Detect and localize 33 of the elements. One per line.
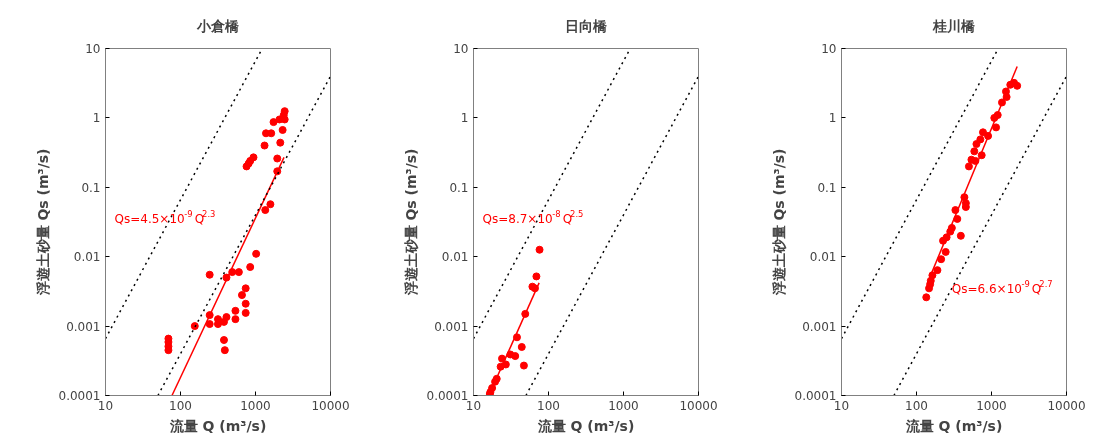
y-tick-label: 10 [821, 42, 837, 56]
y-tick-label: 0.01 [73, 250, 101, 265]
y-tick-label: 1 [460, 111, 469, 126]
y-tick-label: 0.001 [66, 319, 101, 334]
y-tick-label: 0.1 [81, 180, 101, 195]
y-tick-label: 0.01 [809, 250, 837, 265]
x-axis-title: 流量 Q (m³/s) [904, 417, 1003, 434]
y-tick-label: 1 [92, 111, 101, 126]
x-tick-label: 1000 [608, 398, 639, 413]
y-tick-label: 10 [453, 42, 469, 56]
y-axis-title: 浮遊土砂量 Qs (m³/s) [34, 148, 51, 297]
chart-title: 小倉橋 [196, 17, 240, 34]
y-tick-label: 0.1 [817, 180, 837, 195]
y-tick-label: 0.1 [449, 180, 469, 195]
y-tick-label: 0.01 [441, 250, 469, 265]
x-tick-label: 100 [537, 398, 560, 413]
y-tick-label: 1 [828, 111, 837, 126]
chart-title: 日向橋 [565, 17, 608, 34]
x-tick-label: 10000 [311, 398, 350, 413]
x-tick-label: 10000 [679, 398, 718, 413]
x-tick-label: 100 [169, 398, 192, 413]
x-tick-label: 1000 [240, 398, 271, 413]
y-tick-label: 0.001 [434, 319, 469, 334]
x-axis-title: 流量 Q (m³/s) [168, 417, 267, 434]
x-tick-label: 1000 [976, 398, 1007, 413]
x-axis-title: 流量 Q (m³/s) [536, 417, 635, 434]
x-tick-label: 100 [905, 398, 928, 413]
x-tick-label: 10000 [1047, 398, 1086, 413]
y-axis-title: 浮遊土砂量 Qs (m³/s) [770, 148, 787, 297]
y-axis-title: 浮遊土砂量 Qs (m³/s) [402, 148, 419, 297]
y-tick-label: 0.001 [802, 319, 837, 334]
y-tick-label: 10 [85, 42, 101, 56]
chart-title: 桂川橋 [932, 17, 976, 34]
